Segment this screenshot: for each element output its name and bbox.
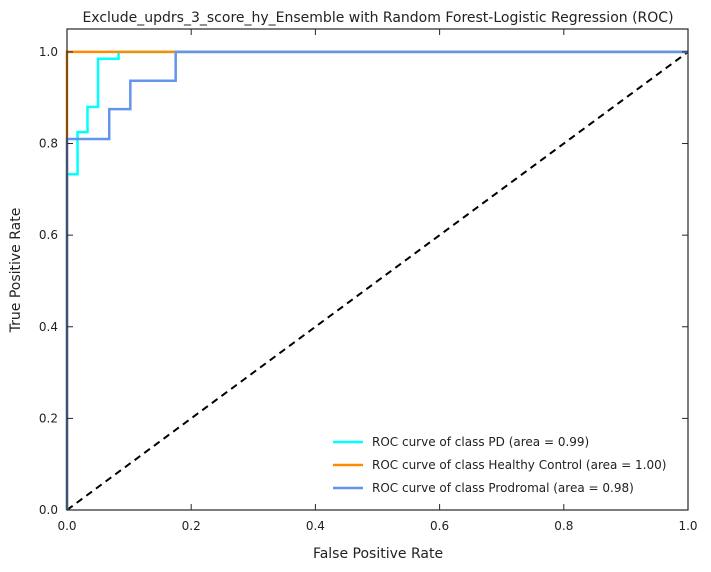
x-tick-label: 0.0 bbox=[57, 519, 76, 533]
chart-title: Exclude_updrs_3_score_hy_Ensemble with R… bbox=[82, 10, 673, 26]
x-tick-label: 1.0 bbox=[678, 519, 697, 533]
plot-area bbox=[65, 28, 689, 511]
y-tick-label: 0.8 bbox=[39, 137, 58, 151]
x-tick-label: 0.2 bbox=[182, 519, 201, 533]
y-axis-label: True Positive Rate bbox=[8, 208, 24, 334]
y-tick-label: 0.0 bbox=[39, 503, 58, 517]
plot-frame bbox=[66, 28, 689, 511]
roc-curve-series-3 bbox=[65, 50, 688, 510]
x-tick-label: 0.6 bbox=[430, 519, 449, 533]
y-tick-label: 0.2 bbox=[39, 411, 58, 425]
axis-ticks: 0.0 0.2 0.4 0.6 0.8 1.0 0.0 0.2 0.4 0.6 0.8 1.0 bbox=[39, 29, 698, 533]
chance-reference-line bbox=[66, 51, 689, 511]
x-tick-label: 0.8 bbox=[554, 519, 573, 533]
y-tick-label: 0.4 bbox=[39, 320, 58, 334]
y-tick-label: 1.0 bbox=[39, 45, 58, 59]
legend-label-series-1: ROC curve of class PD (area = 0.99) bbox=[372, 435, 589, 449]
y-tick-label: 0.6 bbox=[39, 228, 58, 242]
legend-label-series-2: ROC curve of class Healthy Control (area… bbox=[372, 458, 666, 472]
x-axis-label: False Positive Rate bbox=[313, 546, 443, 562]
legend-label-series-3: ROC curve of class Prodromal (area = 0.9… bbox=[372, 481, 634, 495]
roc-curve-series-1 bbox=[65, 50, 688, 510]
legend: ROC curve of class PD (area = 0.99) ROC c… bbox=[333, 435, 666, 495]
x-tick-label: 0.4 bbox=[306, 519, 325, 533]
